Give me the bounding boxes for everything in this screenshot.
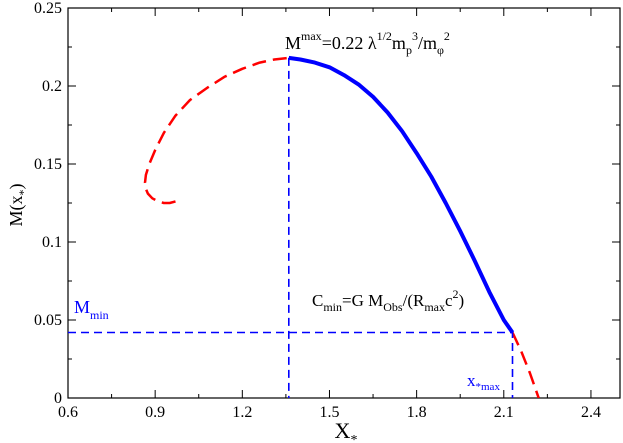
y-tick-label: 0.1: [42, 234, 62, 251]
y-tick-label: 0.15: [34, 156, 62, 173]
x-tick-label: 0.6: [58, 404, 78, 421]
x-tick-label: 2.4: [581, 404, 601, 421]
x-axis-label: X*: [335, 418, 358, 443]
x-tick-label: 1.5: [319, 404, 339, 421]
series-line-0: [143, 56, 289, 205]
x-tick-label: 0.9: [145, 404, 165, 421]
plot-frame: [67, 7, 621, 399]
reference-lines: [68, 57, 514, 398]
y-tick-label: 0.05: [34, 312, 62, 329]
annotation-x-star-max: x*max: [467, 371, 500, 393]
annotation-mmax: Mmax=0.22 λ1/2mp3/mφ2: [285, 29, 450, 57]
x-tick-label: 2.1: [494, 404, 514, 421]
y-tick-label: 0: [54, 390, 62, 407]
series-line-2: [511, 331, 540, 398]
y-tick-label: 0.25: [34, 0, 62, 17]
annotation-cmin: Cmin=G MObs/(Rmaxc2): [312, 287, 464, 314]
annotation-m-min: Mmin: [74, 297, 109, 322]
y-axis-label: M(x*): [6, 184, 30, 227]
series-line-1: [288, 55, 515, 334]
y-tick-label: 0.2: [42, 78, 62, 95]
x-tick-label: 1.8: [407, 404, 427, 421]
reference-line-0: [68, 331, 514, 398]
series-layer: [143, 55, 540, 398]
x-tick-label: 1.2: [232, 404, 252, 421]
axis-ticks: 0.6 0.9 1.2 1.5 1.8 2.1 2.4 0 0.05 0.1 0.15 0.2 0.25: [34, 0, 620, 421]
